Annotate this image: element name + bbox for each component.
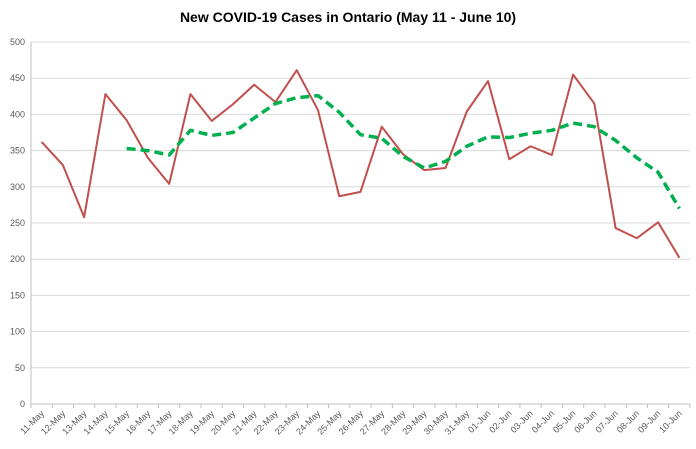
x-tick-label: 10-Jun xyxy=(657,408,684,435)
y-tick-label: 250 xyxy=(10,218,25,228)
y-tick-label: 150 xyxy=(10,290,25,300)
y-tick-label: 300 xyxy=(10,182,25,192)
y-tick-label: 500 xyxy=(10,37,25,47)
y-tick-label: 450 xyxy=(10,73,25,83)
chart-title: New COVID-19 Cases in Ontario (May 11 - … xyxy=(180,9,516,25)
x-tick-label: 01-Jun xyxy=(466,408,493,435)
x-tick-label: 02-Jun xyxy=(487,408,514,435)
y-tick-label: 200 xyxy=(10,254,25,264)
x-tick-label: 07-Jun xyxy=(593,408,620,435)
y-tick-label: 0 xyxy=(20,399,25,409)
y-tick-label: 350 xyxy=(10,146,25,156)
series-line xyxy=(40,69,681,259)
y-tick-label: 100 xyxy=(10,327,25,337)
x-tick-label: 03-Jun xyxy=(508,408,535,435)
x-tick-label: 08-Jun xyxy=(615,408,642,435)
x-tick-label: 31-May xyxy=(443,408,472,437)
y-tick-label: 50 xyxy=(15,363,25,373)
y-tick-label: 400 xyxy=(10,109,25,119)
x-tick-label: 09-Jun xyxy=(636,408,663,435)
x-tick-label: 05-Jun xyxy=(551,408,578,435)
series-line xyxy=(126,93,681,210)
x-tick-label: 04-Jun xyxy=(530,408,557,435)
x-tick-label: 06-Jun xyxy=(572,408,599,435)
